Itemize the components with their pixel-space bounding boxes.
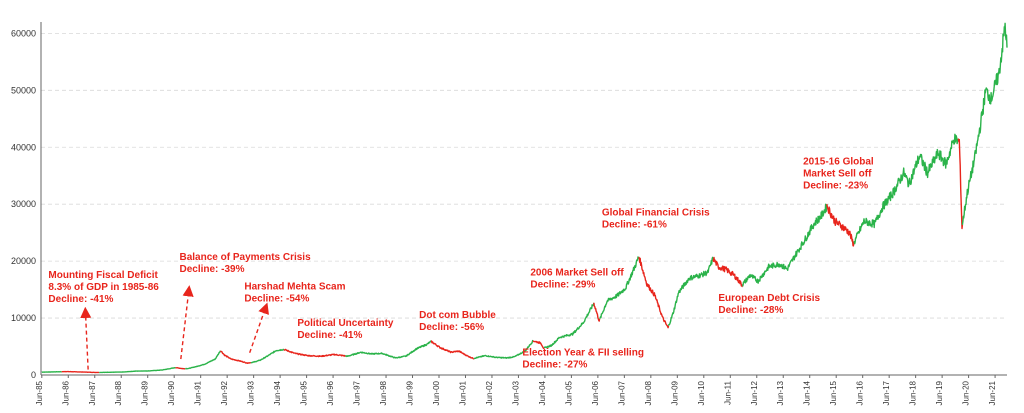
- rise-segment: [853, 133, 959, 245]
- annotation-text: Election Year & FII selling: [522, 348, 644, 359]
- annotation-text: Decline: -27%: [522, 360, 587, 371]
- x-tick-label: Jun-87: [88, 380, 97, 405]
- rise-segment: [250, 348, 285, 364]
- x-tick-label: Jun-06: [591, 380, 600, 405]
- x-tick-label: Jun-16: [856, 380, 865, 405]
- annotation-text: Balance of Payments Crisis: [179, 252, 311, 263]
- rise-segment: [667, 256, 714, 327]
- x-tick-label: Jun-20: [962, 380, 971, 405]
- annotation-text: Harshad Mehta Scam: [244, 282, 345, 293]
- y-tick-label: 0: [31, 370, 36, 380]
- x-tick-label: Jun-90: [167, 380, 176, 405]
- annotation-arrow: [180, 285, 194, 360]
- x-tick-label: Jun-88: [114, 380, 123, 405]
- y-tick-label: 50000: [11, 85, 36, 95]
- x-tick-label: Jun-98: [379, 380, 388, 405]
- x-tick-label: Jun-05: [564, 380, 573, 405]
- x-tick-label: Jun-01: [458, 380, 467, 405]
- annotation-text: Decline: -23%: [803, 180, 868, 191]
- decline-segment: [430, 340, 475, 360]
- x-tick-label: Jun-99: [406, 380, 415, 405]
- x-tick-label: Jun-19: [935, 380, 944, 405]
- rise-segment: [543, 302, 595, 349]
- decline-segment: [957, 138, 964, 230]
- decline-segment: [826, 204, 855, 247]
- annotation-text: Decline: -56%: [419, 322, 484, 333]
- x-tick-label: Jun-02: [485, 380, 494, 405]
- annotation-text: Decline: -41%: [297, 330, 362, 341]
- annotation-text: Dot com Bubble: [419, 310, 496, 321]
- x-tick-label: Jun-04: [538, 380, 547, 405]
- decline-segment: [638, 256, 670, 329]
- annotation-text: 8.3% of GDP in 1985-86: [48, 282, 159, 293]
- decline-segment: [283, 348, 346, 358]
- x-tick-label: Jun-97: [353, 380, 362, 405]
- x-tick-label: Jun-85: [35, 380, 44, 405]
- x-tick-label: Jun-12: [750, 380, 759, 405]
- rise-segment: [741, 203, 828, 287]
- x-tick-label: Jun-17: [882, 380, 891, 405]
- x-tick-label: Jun-95: [300, 380, 309, 405]
- index-line: [41, 22, 1008, 374]
- x-tick-label: Jun-96: [326, 380, 335, 405]
- x-tick-label: Jun-08: [644, 380, 653, 405]
- annotation-text: Global Financial Crisis: [602, 208, 710, 219]
- rise-segment: [473, 339, 534, 360]
- x-tick-label: Jun-89: [141, 380, 150, 405]
- rise-segment: [599, 256, 640, 320]
- annotation-text: 2015-16 Global: [803, 156, 874, 167]
- annotation-text: European Debt Crisis: [718, 293, 820, 304]
- rise-segment: [345, 340, 432, 359]
- x-tick-label: Jun-94: [273, 380, 282, 405]
- y-tick-label: 30000: [11, 199, 36, 209]
- annotation-arrow: [249, 302, 269, 354]
- x-tick-label: Jun-92: [220, 380, 229, 405]
- decline-segment: [61, 370, 100, 374]
- annotation-text: Decline: -28%: [718, 305, 783, 316]
- annotation-text: Political Uncertainty: [297, 318, 394, 329]
- x-tick-label: Jun-93: [247, 380, 256, 405]
- decline-segment: [532, 340, 545, 350]
- x-tick-label: Jun-18: [909, 380, 918, 405]
- decline-segment: [593, 302, 601, 322]
- x-tick-label: Jun-07: [617, 380, 626, 405]
- x-tick-label: Jun-13: [776, 380, 785, 405]
- annotation-arrow: [80, 306, 92, 370]
- decline-segment: [219, 350, 252, 364]
- x-tick-label: Jun-14: [803, 380, 812, 405]
- y-tick-label: 40000: [11, 142, 36, 152]
- annotation-text: Market Sell off: [803, 168, 872, 179]
- x-tick-label: Jun-11: [723, 380, 732, 404]
- x-tick-label: Jun-00: [432, 380, 441, 405]
- annotation-text: Decline: -29%: [530, 279, 595, 290]
- annotation-text: Decline: -54%: [244, 294, 309, 305]
- annotation-text: 2006 Market Sell off: [530, 267, 624, 278]
- decline-segment: [712, 256, 743, 288]
- rise-segment: [961, 22, 1008, 225]
- x-tick-label: Jun-91: [194, 380, 203, 405]
- annotation-text: Decline: -41%: [48, 294, 113, 305]
- x-tick-label: Jun-10: [697, 380, 706, 405]
- rise-segment: [185, 350, 222, 370]
- x-tick-label: Jun-21: [988, 380, 997, 405]
- x-tick-label: Jun-15: [829, 380, 838, 405]
- decline-segment: [175, 367, 186, 370]
- rise-segment: [98, 367, 176, 374]
- annotation-text: Decline: -61%: [602, 220, 667, 231]
- x-tick-label: Jun-86: [61, 380, 70, 405]
- y-tick-label: 20000: [11, 256, 36, 266]
- y-tick-label: 60000: [11, 28, 36, 38]
- gridlines: [41, 32, 1007, 319]
- axes: 0 10000 20000 30000 40000 50000 60000 Jun-85 Jun…: [11, 22, 1007, 405]
- x-tick-label: Jun-03: [511, 380, 520, 405]
- x-tick-label: Jun-09: [670, 380, 679, 405]
- rise-segment: [41, 370, 62, 373]
- annotation-text: Decline: -39%: [179, 264, 244, 275]
- y-tick-label: 10000: [11, 313, 36, 323]
- annotation-text: Mounting Fiscal Deficit: [48, 270, 158, 281]
